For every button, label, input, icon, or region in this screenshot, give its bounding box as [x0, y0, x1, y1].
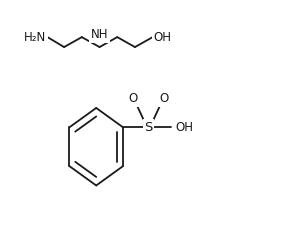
Text: O: O [128, 92, 138, 105]
Text: O: O [159, 92, 169, 105]
Text: OH: OH [175, 121, 193, 134]
Text: S: S [144, 121, 153, 134]
Text: OH: OH [154, 31, 172, 44]
Text: H₂N: H₂N [24, 31, 46, 44]
Text: NH: NH [91, 28, 108, 41]
